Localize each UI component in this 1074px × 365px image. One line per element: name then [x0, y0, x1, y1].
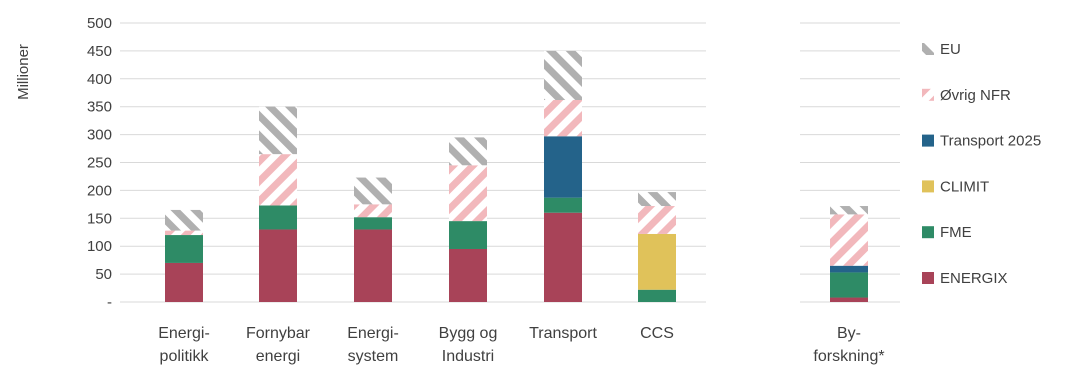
legend-swatch: [922, 180, 934, 193]
y-axis-ticks: - 50 100 150 200 250 300 350 400 450 500: [87, 15, 112, 311]
legend-swatch: [922, 272, 934, 284]
bar-segment-fme: [544, 197, 582, 213]
bar-segment-energix: [354, 229, 392, 302]
legend-label: ENERGIX: [940, 270, 1008, 287]
bar-segment-energix: [165, 262, 203, 302]
x-category-label: Transport: [529, 325, 597, 342]
x-category-label: Energi-: [158, 325, 210, 342]
gridlines: [120, 22, 900, 303]
x-category-label: Energi-: [347, 325, 399, 342]
bar-segment-eu: [165, 209, 203, 231]
bar-segment-transport-2025: [830, 265, 868, 273]
y-tick-label: 100: [87, 238, 112, 255]
y-axis-label: Millioner: [15, 44, 32, 100]
bar-segment-eu: [544, 50, 582, 101]
bar-segment-energix: [544, 212, 582, 302]
bar-segment-climit: [638, 233, 676, 290]
bar-segment-eu: [259, 106, 297, 155]
legend-swatch: [922, 88, 934, 101]
bar-segment-øvrig-nfr: [638, 206, 676, 234]
bar-segment-øvrig-nfr: [830, 214, 868, 266]
bar-segment-fme: [638, 289, 676, 302]
bar-segment-transport-2025: [544, 136, 582, 198]
x-axis-categories: Energi-politikk Fornybar energi Energi-syst…: [158, 325, 884, 365]
y-tick-label: 350: [87, 99, 112, 116]
bar-segment-eu: [638, 192, 676, 207]
y-tick-label: 400: [87, 71, 112, 88]
bar-segment-øvrig-nfr: [165, 230, 203, 236]
legend-label: EU: [940, 41, 961, 58]
legend-label: FME: [940, 224, 972, 241]
bar-segment-energix: [449, 248, 487, 302]
legend-label: Transport 2025: [940, 133, 1041, 150]
legend: EU Øvrig NFR Transport 2025 CLIMIT FME ENERGI…: [922, 41, 1041, 287]
bar-segment-eu: [449, 137, 487, 166]
bar-segment-fme: [259, 205, 297, 230]
y-tick-label: 450: [87, 43, 112, 60]
legend-swatch: [922, 226, 934, 239]
x-category-label: CCS: [640, 325, 674, 342]
bars: [165, 50, 868, 302]
legend-swatch: [922, 134, 934, 147]
y-tick-label: 300: [87, 127, 112, 144]
x-category-label: Fornybar: [246, 325, 311, 342]
bar-segment-fme: [449, 221, 487, 249]
y-tick-label: 150: [87, 210, 112, 227]
bar-segment-fme: [354, 217, 392, 230]
x-category-label: politikk: [160, 348, 210, 365]
y-tick-label: 500: [87, 15, 112, 32]
bar-segment-fme: [165, 235, 203, 263]
bar-segment-øvrig-nfr: [544, 100, 582, 137]
bar-segment-øvrig-nfr: [354, 204, 392, 218]
bar-segment-eu: [830, 206, 868, 215]
y-tick-label: 200: [87, 182, 112, 199]
y-tick-label: 50: [95, 266, 112, 283]
x-category-label: By-: [837, 325, 861, 342]
x-category-label: system: [348, 348, 399, 365]
x-category-label: energi: [256, 348, 300, 365]
bar-segment-øvrig-nfr: [259, 154, 297, 206]
y-tick-label: -: [107, 294, 112, 311]
y-tick-label: 250: [87, 155, 112, 172]
bar-segment-energix: [259, 229, 297, 302]
legend-label: Øvrig NFR: [940, 87, 1011, 104]
bar-segment-eu: [354, 177, 392, 205]
x-category-label: forskning*: [813, 348, 884, 365]
bar-segment-fme: [830, 272, 868, 298]
x-category-label: Industri: [442, 348, 494, 365]
x-category-label: Bygg og: [439, 325, 498, 342]
legend-label: CLIMIT: [940, 178, 989, 195]
legend-swatch: [922, 43, 934, 55]
bar-segment-øvrig-nfr: [449, 165, 487, 222]
bar-segment-energix: [830, 297, 868, 302]
